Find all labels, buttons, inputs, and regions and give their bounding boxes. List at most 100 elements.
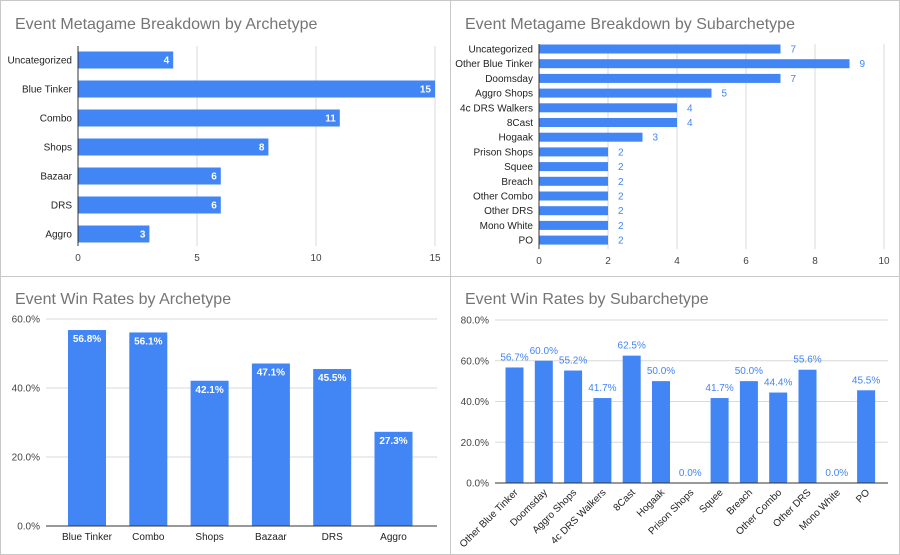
archetype-breakdown-chart: Event Metagame Breakdown by Archetype 0 5…: [8, 16, 441, 264]
y-tick-label: 20.0%: [12, 453, 40, 464]
category-label: Combo: [132, 532, 165, 543]
x-tick-label: 5: [194, 253, 200, 264]
category-label: Combo: [40, 114, 73, 125]
x-tick-label: 0: [536, 256, 542, 267]
category-label: 4c DRS Walkers: [549, 487, 608, 546]
bar: [78, 138, 269, 156]
category-label: 4c DRS Walkers: [460, 103, 533, 114]
chart-title: Event Win Rates by Subarchetype: [465, 291, 709, 308]
bar: [78, 80, 435, 98]
value-label: 55.6%: [793, 355, 821, 366]
value-label: 2: [618, 192, 624, 203]
bar: [78, 167, 221, 185]
category-label: Mono White: [480, 221, 534, 232]
y-tick-label: 0.0%: [466, 479, 489, 490]
value-label: 45.5%: [318, 373, 346, 384]
bar: [539, 235, 608, 245]
chart-panel-archetype-breakdown: Event Metagame Breakdown by Archetype 0 5…: [0, 0, 451, 277]
y-tick-label: 0.0%: [17, 522, 40, 533]
value-label: 47.1%: [257, 368, 285, 379]
category-label: Uncategorized: [8, 56, 72, 67]
category-label: Squee: [697, 487, 726, 516]
value-label: 55.2%: [559, 356, 587, 367]
value-label: 5: [722, 89, 728, 100]
x-tick-label: 10: [878, 256, 890, 267]
bar: [251, 363, 290, 526]
category-label: Other Combo: [473, 192, 533, 203]
value-label: 41.7%: [705, 383, 733, 394]
value-label: 4: [687, 118, 693, 129]
bar: [129, 332, 168, 526]
bar: [539, 59, 850, 69]
bar: [539, 88, 712, 98]
category-label: 8Cast: [612, 487, 638, 513]
category-label: PO: [854, 487, 872, 505]
value-label: 27.3%: [379, 436, 407, 447]
bar: [313, 369, 352, 526]
bar: [539, 176, 608, 186]
bar: [534, 360, 553, 483]
bar: [505, 367, 524, 483]
chart-title: Event Win Rates by Archetype: [15, 291, 231, 308]
value-label: 50.0%: [735, 366, 763, 377]
bar: [78, 225, 150, 243]
bar: [539, 220, 608, 230]
category-label: Breach: [501, 177, 533, 188]
value-label: 42.1%: [195, 385, 223, 396]
category-label: DRS: [322, 532, 343, 543]
category-label: Hogaak: [499, 133, 534, 144]
category-label: Shops: [44, 143, 72, 154]
category-label: Aggro: [380, 532, 407, 543]
x-tick-label: 0: [75, 253, 81, 264]
category-label: PO: [519, 236, 534, 247]
y-tick-label: 40.0%: [461, 397, 489, 408]
value-label: 8: [259, 143, 265, 154]
bar: [78, 196, 221, 214]
value-label: 3: [653, 133, 659, 144]
category-label: Other Blue Tinker: [455, 59, 533, 70]
subarchetype-breakdown-chart: Event Metagame Breakdown by Subarchetype…: [455, 16, 890, 267]
x-tick-label: 6: [743, 256, 749, 267]
value-label: 2: [618, 147, 624, 158]
bar: [857, 390, 876, 483]
category-label: Shops: [195, 532, 223, 543]
y-tick-label: 60.0%: [12, 315, 40, 326]
bar: [539, 206, 608, 216]
value-label: 6: [211, 172, 217, 183]
value-label: 2: [618, 206, 624, 217]
value-label: 45.5%: [852, 375, 880, 386]
value-label: 3: [140, 230, 146, 241]
value-label: 62.5%: [618, 341, 646, 352]
bar: [190, 380, 229, 526]
value-label: 6: [211, 201, 217, 212]
value-label: 0.0%: [825, 468, 848, 479]
bar: [539, 103, 677, 113]
value-label: 2: [618, 177, 624, 188]
x-tick-label: 2: [605, 256, 611, 267]
bar: [739, 381, 758, 483]
bar: [539, 162, 608, 172]
x-tick-label: 15: [429, 253, 441, 264]
x-tick-label: 8: [812, 256, 818, 267]
category-label: Bazaar: [255, 532, 287, 543]
x-tick-label: 10: [310, 253, 322, 264]
bar: [710, 398, 729, 483]
category-label: 8Cast: [507, 118, 533, 129]
value-label: 9: [860, 59, 866, 70]
value-label: 2: [618, 236, 624, 247]
value-label: 7: [791, 74, 797, 85]
chart-title: Event Metagame Breakdown by Archetype: [15, 16, 317, 33]
value-label: 41.7%: [588, 383, 616, 394]
value-label: 44.4%: [764, 378, 792, 389]
value-label: 7: [791, 45, 797, 56]
category-label: Prison Shops: [474, 147, 533, 158]
value-label: 4: [164, 56, 170, 67]
value-label: 0.0%: [679, 468, 702, 479]
value-label: 15: [420, 85, 432, 96]
chart-title: Event Metagame Breakdown by Subarchetype: [465, 16, 795, 33]
bar: [68, 330, 106, 526]
bar: [539, 44, 781, 54]
y-tick-label: 80.0%: [461, 316, 489, 327]
category-label: Doomsday: [485, 74, 533, 85]
value-label: 60.0%: [530, 346, 558, 357]
